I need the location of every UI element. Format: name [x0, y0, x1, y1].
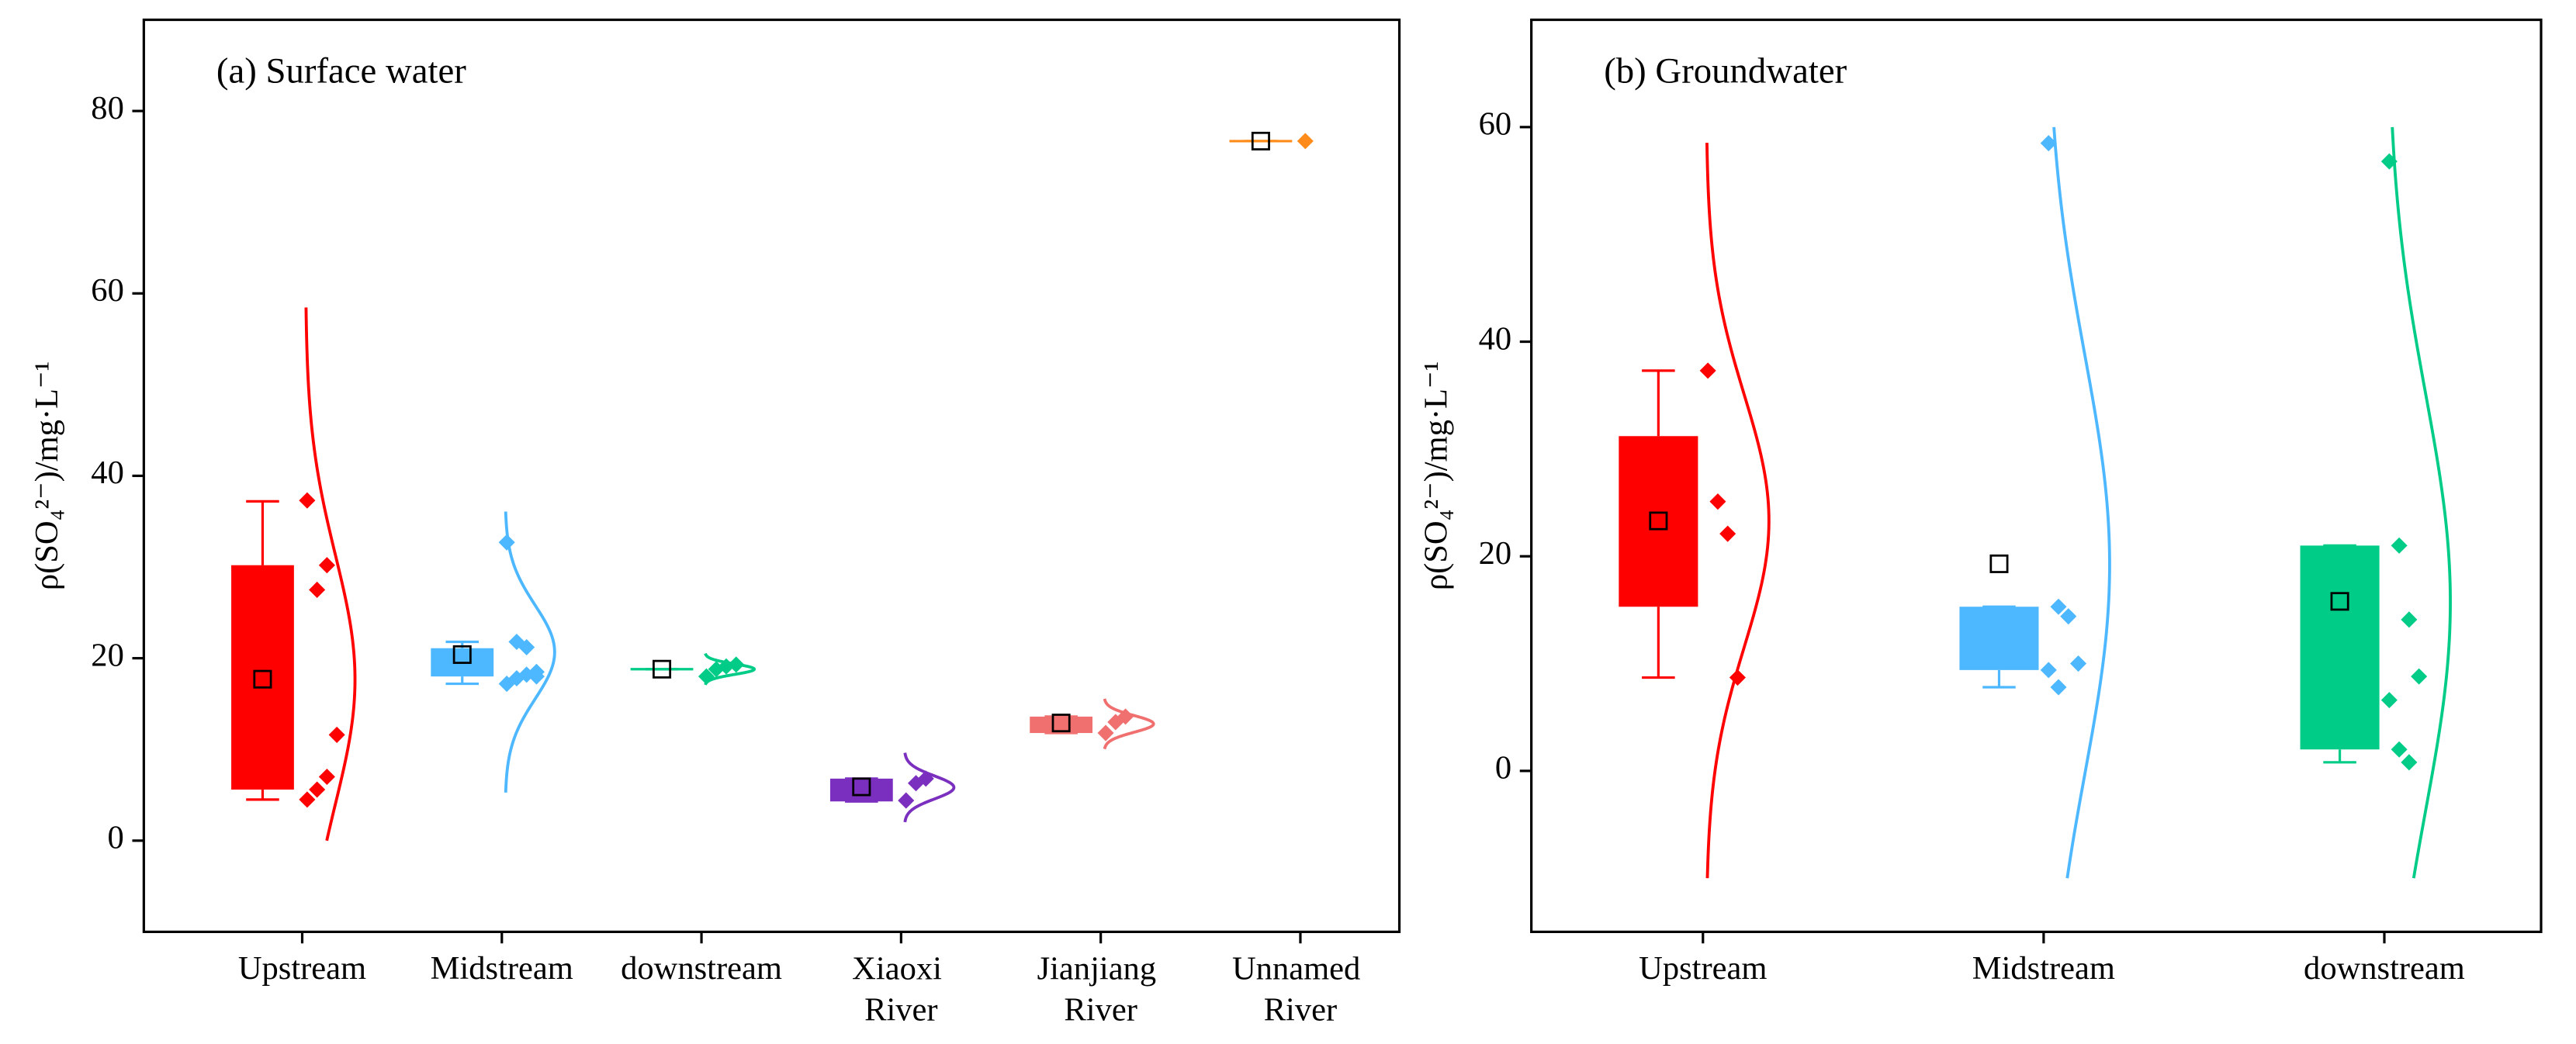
data-point: [1719, 525, 1736, 542]
data-point: [1709, 493, 1726, 510]
box: [1030, 716, 1093, 734]
mean-marker: [253, 669, 272, 689]
data-point: [2401, 611, 2418, 628]
data-point: [2050, 679, 2067, 696]
x-tick-label: Jianjiang River: [1037, 950, 1165, 1028]
data-point: [299, 791, 316, 808]
data-point: [318, 768, 335, 786]
box: [829, 778, 893, 802]
x-tick-label: Xiaoxi River: [852, 950, 950, 1028]
mean-marker: [1989, 554, 2009, 573]
mean-marker: [1649, 511, 1668, 531]
box: [1619, 436, 1698, 607]
data-point: [518, 639, 535, 656]
y-tick-label: 20: [1479, 535, 1512, 572]
data-point: [1699, 362, 1716, 379]
data-point: [2060, 608, 2077, 625]
data-point: [2411, 668, 2428, 685]
plot-frame: [1530, 18, 2543, 934]
data-point: [2040, 135, 2057, 152]
data-point: [2380, 692, 2398, 709]
mean-marker: [653, 659, 672, 679]
data-point: [1097, 724, 1114, 742]
box: [2300, 545, 2380, 750]
plot-frame: [142, 18, 1401, 934]
data-point: [309, 581, 326, 598]
data-point: [299, 492, 316, 509]
y-axis-label: ρ(SO₄²⁻)/mg·L⁻¹: [29, 361, 65, 590]
data-point: [1297, 133, 1314, 150]
y-tick-label: 80: [91, 90, 124, 126]
density-curve: [1705, 143, 1771, 879]
data-point: [2391, 741, 2408, 758]
data-point: [528, 668, 545, 685]
panel-title: (b) Groundwater: [1604, 50, 1847, 91]
y-axis-label: ρ(SO₄²⁻)/mg·L⁻¹: [1418, 361, 1454, 590]
y-tick-label: 40: [91, 455, 124, 491]
density-curve: [1103, 698, 1155, 750]
data-point: [328, 726, 345, 743]
mean-marker: [852, 777, 871, 797]
panel-title: (a) Surface water: [216, 50, 466, 91]
y-tick-label: 20: [91, 637, 124, 673]
x-tick-label: Unnamed River: [1232, 950, 1369, 1028]
x-tick-label: Upstream: [238, 950, 366, 987]
density-curve: [903, 752, 956, 823]
data-point: [2401, 754, 2418, 771]
mean-marker: [1251, 131, 1270, 150]
data-point: [318, 557, 335, 574]
y-tick-label: 60: [91, 272, 124, 309]
density-curve: [2052, 126, 2111, 879]
y-tick-label: 60: [1479, 106, 1512, 143]
density-curve: [504, 511, 556, 793]
x-tick-label: downstream: [621, 950, 782, 987]
box: [1959, 607, 2039, 670]
density-curve: [704, 652, 757, 686]
x-tick-label: Upstream: [1639, 950, 1767, 987]
data-point: [2070, 655, 2087, 672]
mean-marker: [452, 645, 472, 664]
data-point: [2040, 662, 2057, 679]
density-curve: [304, 307, 357, 842]
data-point: [309, 781, 326, 798]
density-curve: [2391, 126, 2452, 879]
y-tick-label: 0: [1495, 750, 1511, 786]
x-tick-label: Midstream: [1972, 950, 2115, 987]
plot-area: [231, 131, 1314, 842]
data-point: [2050, 598, 2067, 615]
data-point: [2391, 537, 2408, 554]
x-tick-label: Midstream: [431, 950, 573, 987]
data-point: [498, 534, 515, 551]
y-tick-label: 40: [1479, 320, 1512, 357]
mean-marker: [2330, 592, 2349, 611]
data-point: [898, 792, 915, 809]
mean-marker: [1051, 714, 1071, 733]
box: [231, 565, 294, 790]
x-tick-label: downstream: [2304, 950, 2465, 987]
plot-area: [1619, 126, 2452, 879]
y-tick-label: 0: [108, 820, 124, 856]
